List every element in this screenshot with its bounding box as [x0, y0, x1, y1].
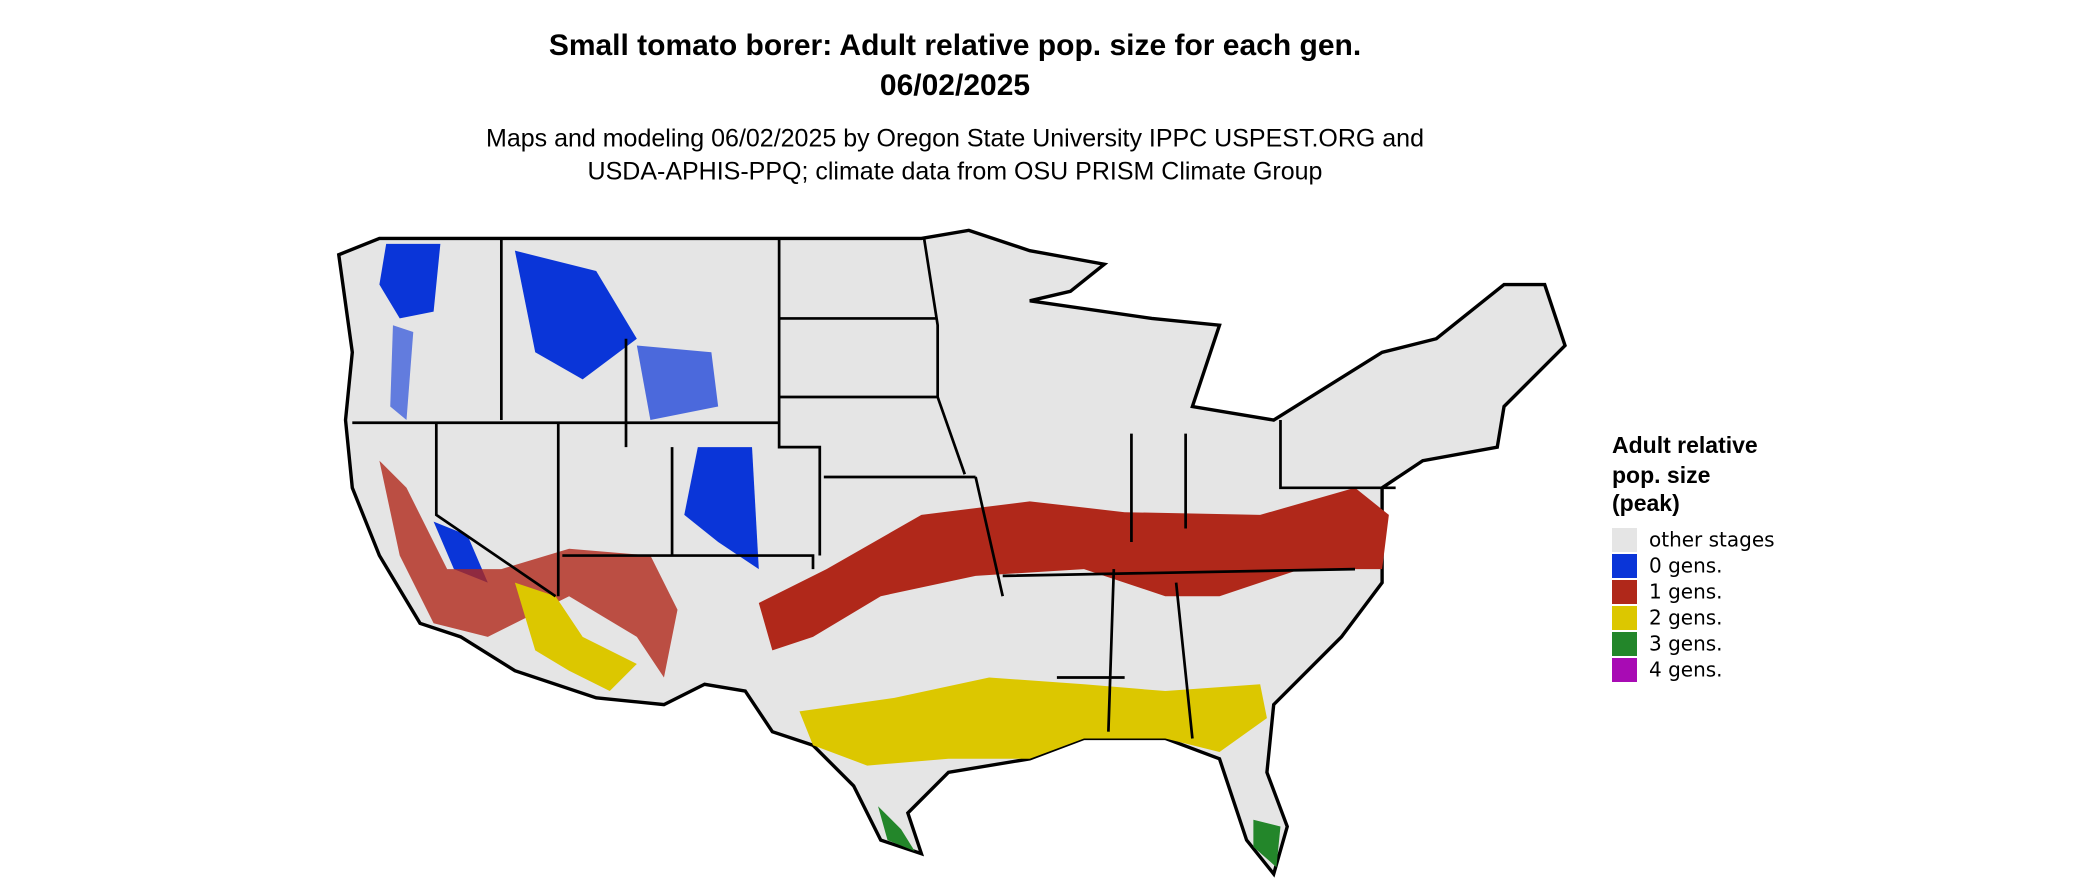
title-date: 06/02/2025	[880, 69, 1030, 102]
legend-swatch	[1612, 632, 1637, 656]
region	[379, 243, 441, 319]
legend-label: 3 gens.	[1649, 632, 1723, 656]
legend-label: 1 gens.	[1649, 580, 1723, 604]
legend-swatch	[1612, 658, 1637, 682]
title: Small tomato borer: Adult relative pop. …	[549, 29, 1361, 62]
region	[379, 460, 678, 678]
region	[684, 447, 759, 570]
legend-swatch	[1612, 606, 1637, 630]
subtitle: USDA-APHIS-PPQ; climate data from OSU PR…	[588, 158, 1323, 186]
legend-label: 2 gens.	[1649, 606, 1723, 630]
region	[514, 582, 637, 692]
legend-title: (peak)	[1612, 490, 1680, 516]
region	[390, 325, 414, 421]
legend-label: other stages	[1649, 528, 1775, 552]
map	[336, 228, 1567, 878]
state-line	[352, 238, 1396, 739]
legend-label: 0 gens.	[1649, 554, 1723, 578]
region	[758, 487, 1389, 651]
region	[878, 806, 915, 851]
legend-swatch	[1612, 580, 1637, 604]
legend-swatch	[1612, 528, 1637, 552]
region	[1253, 819, 1281, 868]
legend-title: pop. size	[1612, 462, 1710, 488]
region	[433, 521, 488, 583]
legend-title: Adult relative	[1612, 432, 1758, 458]
subtitle: Maps and modeling 06/02/2025 by Oregon S…	[486, 125, 1424, 153]
legend-swatch	[1612, 554, 1637, 578]
region	[636, 345, 719, 421]
region	[514, 250, 637, 380]
region	[799, 677, 1267, 766]
legend-label: 4 gens.	[1649, 658, 1723, 682]
